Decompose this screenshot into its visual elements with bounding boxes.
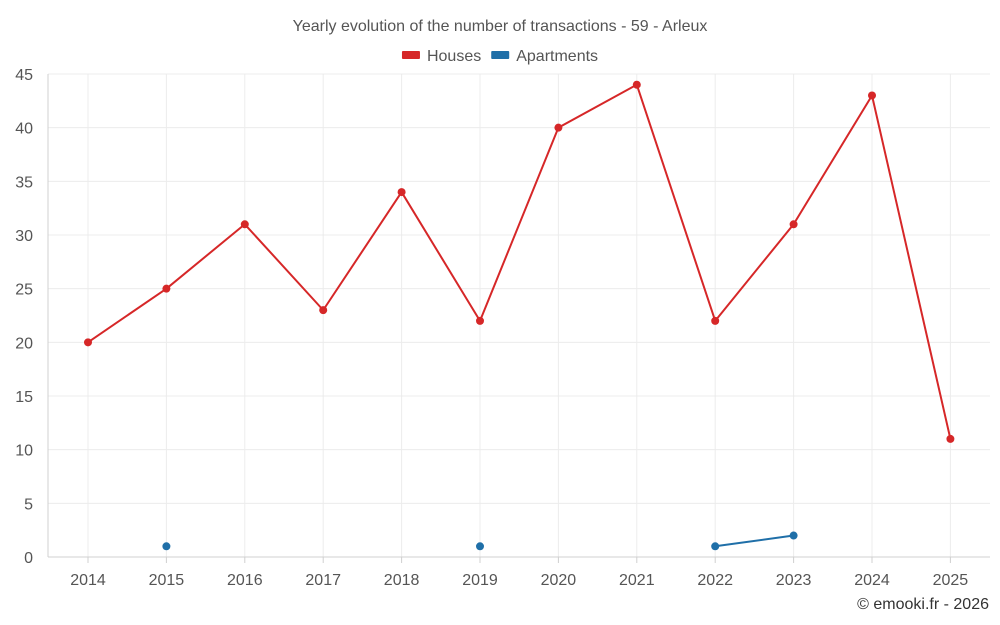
apartments-point-2019[interactable] — [476, 542, 484, 551]
copyright-credit: © emooki.fr - 2026 — [857, 596, 989, 613]
houses-point-2014[interactable] — [84, 338, 92, 347]
y-tick-label: 15 — [15, 389, 33, 406]
houses-line-segment — [792, 94, 873, 226]
houses-line-segment — [557, 83, 638, 129]
houses-point-2017[interactable] — [319, 306, 328, 315]
series-houses — [84, 80, 955, 443]
houses-point-2021[interactable] — [632, 80, 641, 89]
y-tick-label: 40 — [15, 121, 33, 138]
chart-axes — [47, 74, 990, 563]
y-tick-label: 30 — [15, 228, 33, 245]
x-tick-label: 2017 — [305, 572, 341, 589]
apartments-point-2023[interactable] — [789, 531, 798, 540]
x-tick-label: 2019 — [462, 572, 498, 589]
x-tick-label: 2018 — [384, 572, 420, 589]
houses-point-2022[interactable] — [711, 316, 720, 325]
apartments-line-segment — [714, 534, 795, 548]
houses-line-segment — [322, 191, 403, 312]
chart-series — [84, 80, 955, 551]
houses-line-segment — [714, 223, 795, 322]
houses-point-2023[interactable] — [789, 220, 798, 229]
x-tick-label: 2024 — [854, 572, 890, 589]
y-tick-label: 5 — [24, 496, 33, 513]
houses-point-2018[interactable] — [397, 188, 406, 197]
houses-point-2020[interactable] — [554, 123, 563, 132]
y-tick-label: 20 — [15, 335, 33, 352]
x-tick-label: 2015 — [149, 572, 185, 589]
legend-label-apartments: Apartments — [516, 48, 598, 65]
x-tick-label: 2022 — [697, 572, 733, 589]
houses-point-2016[interactable] — [240, 220, 249, 229]
apartments-point-2022[interactable] — [711, 542, 720, 551]
chart-legend: Houses Apartments — [401, 48, 598, 65]
y-tick-label: 25 — [15, 282, 33, 299]
y-tick-label: 0 — [24, 550, 33, 567]
x-tick-label: 2014 — [70, 572, 106, 589]
series-apartments — [162, 531, 798, 551]
x-tick-label: 2025 — [933, 572, 969, 589]
apartments-point-2015[interactable] — [162, 542, 171, 551]
y-tick-label: 45 — [15, 67, 33, 84]
x-axis-ticks: 2014 2015 2016 2017 2018 2019 2020 2021 2022 2023… — [70, 572, 968, 589]
houses-point-2019[interactable] — [476, 316, 484, 325]
y-axis-ticks: 0 5 10 15 20 25 30 35 40 45 — [15, 67, 33, 567]
legend-label-houses: Houses — [427, 48, 481, 65]
houses-point-2015[interactable] — [162, 284, 171, 293]
x-tick-label: 2020 — [541, 572, 577, 589]
chart-title: Yearly evolution of the number of transa… — [293, 18, 708, 35]
houses-line-segment — [243, 223, 325, 312]
legend-swatch-apartments[interactable] — [491, 51, 510, 59]
x-tick-label: 2023 — [776, 572, 812, 589]
houses-point-2024[interactable] — [868, 91, 876, 100]
x-tick-label: 2021 — [619, 572, 655, 589]
y-tick-label: 35 — [15, 174, 33, 191]
houses-line-segment — [400, 191, 481, 322]
houses-line-segment — [165, 223, 246, 290]
y-tick-label: 10 — [15, 443, 33, 460]
chart-grid — [48, 73, 990, 557]
houses-line-segment — [635, 83, 717, 322]
x-tick-label: 2016 — [227, 572, 263, 589]
houses-line-segment — [479, 126, 560, 322]
houses-line-segment — [87, 287, 168, 344]
houses-point-2025[interactable] — [946, 434, 955, 443]
legend-swatch-houses[interactable] — [401, 51, 420, 59]
houses-line-segment — [871, 94, 952, 440]
